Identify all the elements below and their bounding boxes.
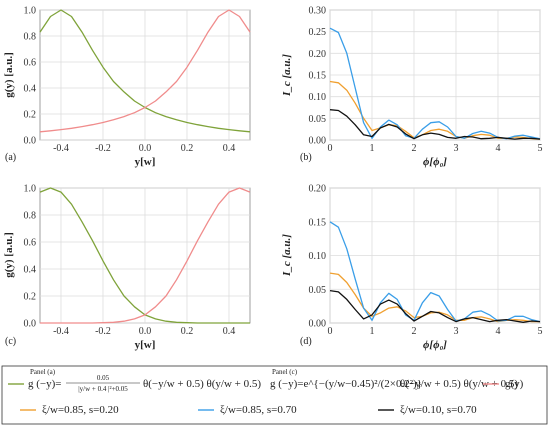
legend-gy-label: g(y) [505,378,524,390]
x-tick-label: 0.4 [223,143,236,154]
y-tick-label: 0.6 [24,238,37,249]
y-tick-label: 1.0 [24,184,37,195]
y-tick-label: 0.10 [309,251,327,262]
legend-box [1,365,548,425]
series-d [329,221,541,323]
ylabel-d: I_c [a.u.] [281,234,293,277]
panel-d: 0 1 2 3 4 5 0.00 0.05 0.10 0.15 0.20 ϕ[ϕ₀] I_c [a.… [281,184,543,352]
series-line [329,221,541,323]
grid-b [329,9,541,141]
legend-blue-label: ξ/w=0.85, s=0.70 [220,404,297,416]
y-tick-label: 0.20 [309,184,327,195]
y-tick-label: 0.15 [309,71,327,82]
ticks-a: -0.4 -0.2 0.0 0.2 0.4 0.0 0.2 0.4 0.6 0.8 1.0 [24,6,236,155]
legend: Panel (a) g (−y)= 0.05 |y/w + 0.4 |²+0.0… [1,365,548,425]
series-c [39,187,251,324]
x-tick-label: 1 [370,326,375,337]
series-line [329,27,541,140]
y-tick-label: 0.2 [24,110,37,121]
y-tick-label: 0.05 [309,114,327,125]
ticks-c: -0.4 -0.2 0.0 0.2 0.4 0.0 0.2 0.4 0.6 0.8 1.0 [24,184,236,338]
y-tick-label: 0.15 [309,217,327,228]
legend-panel-c-formula: g (−y)=e^{−(y/w−0.45)²/(2×0.2²)} [270,378,422,390]
x-tick-label: 5 [538,326,543,337]
grid-c [40,187,250,324]
ylabel-b: I_c [a.u.] [281,54,293,97]
x-tick-label: 0.0 [139,143,152,154]
legend-panel-a-tag: Panel (a) [30,368,56,376]
x-tick-label: 0.4 [223,326,236,337]
series-line [329,289,541,323]
series-line [329,272,540,323]
panel-label-b: (b) [300,152,312,163]
ylabel-c: g(y) [a.u.] [3,232,15,278]
series-line [329,80,541,140]
y-tick-label: 0.0 [24,136,37,147]
y-tick-label: 0.10 [309,92,327,103]
y-tick-label: 0.8 [24,211,37,222]
x-tick-label: 1 [370,143,375,154]
ticks-d: 0 1 2 3 4 5 0.00 0.05 0.10 0.15 0.20 [309,184,543,338]
series-line [329,109,541,140]
ticks-b: 0 1 2 3 4 5 0.00 0.05 0.10 0.15 0.20 0.25 0.30 [309,6,543,155]
legend-black-label: ξ/w=0.10, s=0.70 [400,404,477,416]
x-tick-label: 4 [496,326,501,337]
y-tick-label: 0.05 [309,285,327,296]
x-tick-label: 2 [412,326,417,337]
legend-panel-c-tag: Panel (c) [272,368,298,376]
legend-panel-a-formula: g (−y)= [28,378,61,390]
legend-panel-a-den: |y/w + 0.4 |²+0.05 [78,385,128,393]
grid-d [329,187,541,324]
ylabel-a: g(y) [a.u.] [3,52,15,98]
x-tick-label: 0 [328,326,333,337]
y-tick-label: 0.4 [24,84,37,95]
x-tick-label: -0.2 [95,326,111,337]
x-tick-label: 2 [412,143,417,154]
x-tick-label: 0.0 [139,326,152,337]
x-tick-label: 3 [454,326,459,337]
series-a [39,9,251,133]
y-tick-label: 0.25 [309,27,327,38]
y-tick-label: 0.00 [309,136,327,147]
y-tick-label: 0.4 [24,265,37,276]
y-tick-label: 0.0 [24,319,37,330]
grid-a [40,9,250,141]
y-tick-label: 0.00 [309,319,327,330]
series-line [40,187,251,324]
legend-panel-a-num: 0.05 [97,374,110,382]
panel-label-d: (d) [300,336,312,347]
x-tick-label: 0 [328,143,333,154]
y-tick-label: 0.2 [24,292,37,303]
x-tick-label: 4 [496,143,501,154]
legend-panel-a-rest: θ(−y/w + 0.5) θ(y/w + 0.5) [143,378,261,390]
x-tick-label: 0.2 [181,326,194,337]
panel-label-a: (a) [5,152,16,163]
legend-orange-label: ξ/w=0.85, s=0.20 [42,404,119,416]
x-tick-label: 5 [538,143,543,154]
x-tick-label: -0.4 [53,326,69,337]
legend-panel-c-rest: θ(−y/w + 0.5) θ(y/w + 0.5) [400,378,518,390]
x-tick-label: 3 [454,143,459,154]
y-tick-label: 0.6 [24,58,37,69]
y-tick-label: 1.0 [24,6,37,17]
x-tick-label: -0.2 [95,143,111,154]
panel-b: 0 1 2 3 4 5 0.00 0.05 0.10 0.15 0.20 0.25 0.30 ϕ[ϕ₀]… [281,6,543,169]
series-b [329,27,541,140]
panel-a: -0.4 -0.2 0.0 0.2 0.4 0.0 0.2 0.4 0.6 0.8 1.0 y[w]… [3,6,251,168]
panel-c: -0.4 -0.2 0.0 0.2 0.4 0.0 0.2 0.4 0.6 0.8 1.0 y[w]… [3,184,251,351]
y-tick-label: 0.30 [309,6,327,17]
y-tick-label: 0.8 [24,32,37,43]
xlabel-c: y[w] [135,339,156,351]
xlabel-a: y[w] [135,156,156,168]
x-tick-label: 0.2 [181,143,194,154]
xlabel-d: ϕ[ϕ₀] [423,339,447,351]
x-tick-label: -0.4 [53,143,69,154]
series-line [39,9,251,133]
y-tick-label: 0.20 [309,49,327,60]
xlabel-b: ϕ[ϕ₀] [423,156,447,168]
panel-label-c: (c) [5,336,16,347]
